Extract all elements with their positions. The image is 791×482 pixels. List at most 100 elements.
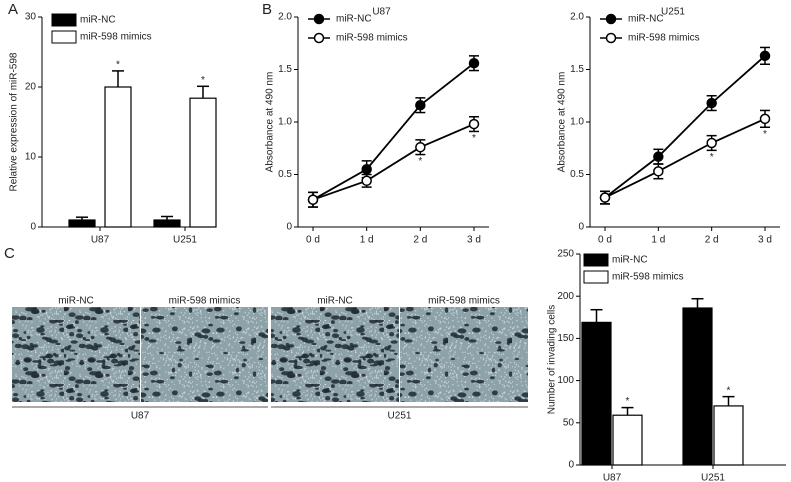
legend-label: miR-NC — [80, 15, 116, 26]
significance: * — [472, 133, 476, 144]
legend-swatch — [51, 30, 77, 44]
significance: * — [418, 156, 422, 167]
chart-title: U87 — [372, 7, 391, 18]
y-axis-label: Number of invading cells — [547, 305, 558, 415]
x-tick-label: 3 d — [467, 235, 481, 246]
y-tick-label: 0.5 — [570, 169, 584, 180]
series-line — [312, 62, 475, 201]
y-tick-label: 200 — [557, 291, 574, 302]
bar — [581, 321, 612, 466]
x-tick-label: U251 — [173, 235, 197, 246]
y-tick-label: 20 — [25, 82, 37, 93]
micrograph — [141, 307, 268, 402]
x-tick-label: U87 — [603, 473, 622, 482]
significance: * — [710, 152, 714, 163]
legend-label: miR-598 mimics — [336, 33, 408, 44]
bar — [104, 86, 132, 228]
y-axis-label: Relative expression of miR-598 — [9, 52, 20, 191]
significance: * — [626, 396, 630, 407]
x-tick-label: 0 d — [598, 235, 612, 246]
point — [653, 151, 664, 162]
point — [361, 175, 372, 187]
legend-marker — [605, 13, 617, 25]
y-tick-label: 0 — [286, 222, 292, 233]
group-label: U251 — [388, 411, 412, 422]
micrograph-label: miR-NC — [58, 296, 94, 307]
point — [599, 192, 611, 203]
x-tick-label: 2 d — [705, 235, 719, 246]
micrograph-label: miR-NC — [317, 296, 353, 307]
y-tick-label: 30 — [25, 12, 37, 23]
point — [415, 141, 426, 153]
legend-label: miR-NC — [628, 14, 664, 25]
significance: * — [201, 75, 205, 86]
micrograph-label: miR-598 mimics — [428, 296, 500, 307]
y-tick-label: 50 — [563, 417, 575, 428]
y-axis-label: Absorbance at 490 nm — [265, 72, 276, 173]
y-tick-label: 1.5 — [570, 64, 584, 75]
y-tick-label: 150 — [557, 333, 574, 344]
panel-label: C — [4, 245, 15, 262]
point — [307, 194, 319, 205]
x-tick-label: U87 — [91, 235, 110, 246]
chart-title: U251 — [661, 7, 685, 18]
micrograph — [271, 307, 399, 402]
bar — [612, 414, 643, 466]
y-axis-label: Absorbance at 490 nm — [557, 72, 568, 173]
bar — [153, 219, 181, 228]
significance: * — [116, 60, 120, 71]
series-line — [604, 118, 766, 199]
panel-label: A — [8, 1, 18, 18]
point — [468, 118, 480, 130]
legend-label: miR-NC — [336, 14, 372, 25]
bar — [189, 97, 217, 228]
x-tick-label: 1 d — [651, 235, 665, 246]
x-tick-label: U251 — [701, 473, 725, 482]
x-tick-label: 3 d — [758, 235, 772, 246]
point — [759, 113, 771, 125]
y-tick-label: 1.0 — [570, 117, 584, 128]
legend-swatch — [583, 253, 609, 267]
micrograph — [400, 307, 528, 402]
bar — [713, 405, 744, 466]
y-tick-label: 0 — [568, 460, 574, 471]
point — [468, 57, 480, 69]
significance: * — [727, 385, 731, 396]
x-tick-label: 0 d — [306, 235, 320, 246]
y-tick-label: 0 — [30, 222, 36, 233]
y-tick-label: 10 — [25, 152, 37, 163]
point — [361, 164, 372, 175]
legend-label: miR-NC — [612, 255, 648, 266]
point — [706, 137, 717, 149]
legend-swatch — [51, 13, 77, 27]
legend-marker — [313, 32, 325, 44]
bar — [682, 307, 713, 466]
bar — [68, 219, 96, 228]
x-tick-label: 1 d — [360, 235, 374, 246]
panel-label: B — [262, 1, 272, 18]
legend-label: miR-598 mimics — [612, 272, 684, 283]
y-tick-label: 250 — [557, 249, 574, 260]
point — [653, 166, 664, 177]
legend-marker — [605, 32, 617, 44]
y-tick-label: 0 — [578, 222, 584, 233]
point — [759, 50, 771, 62]
legend-label: miR-598 mimics — [80, 32, 152, 43]
point — [415, 99, 426, 111]
y-tick-label: 2.0 — [278, 12, 292, 23]
y-tick-label: 0.5 — [278, 169, 292, 180]
y-tick-label: 2.0 — [570, 12, 584, 23]
y-tick-label: 1.0 — [278, 117, 292, 128]
legend-swatch — [583, 270, 609, 284]
point — [706, 97, 717, 109]
x-tick-label: 2 d — [413, 235, 427, 246]
micrograph-label: miR-598 mimics — [169, 296, 241, 307]
group-label: U87 — [131, 411, 150, 422]
y-tick-label: 1.5 — [278, 64, 292, 75]
series-line — [604, 55, 766, 199]
legend-marker — [313, 13, 325, 25]
micrograph — [12, 307, 140, 402]
y-tick-label: 100 — [557, 375, 574, 386]
significance: * — [763, 129, 767, 140]
